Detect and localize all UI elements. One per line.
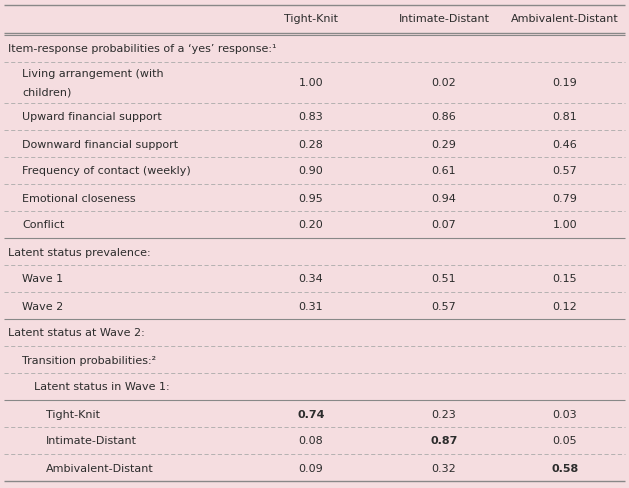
Text: 0.05: 0.05: [553, 436, 577, 446]
Text: 0.95: 0.95: [299, 193, 323, 203]
Text: 0.32: 0.32: [431, 463, 457, 472]
Text: Emotional closeness: Emotional closeness: [22, 193, 136, 203]
Text: Ambivalent-Distant: Ambivalent-Distant: [46, 463, 153, 472]
Text: Tight-Knit: Tight-Knit: [284, 15, 338, 24]
Text: 0.61: 0.61: [431, 166, 456, 176]
Text: 0.03: 0.03: [553, 408, 577, 419]
Text: Conflict: Conflict: [22, 220, 64, 230]
Text: Wave 2: Wave 2: [22, 301, 64, 311]
Text: 0.07: 0.07: [431, 220, 457, 230]
Text: Transition probabilities:²: Transition probabilities:²: [22, 355, 156, 365]
Text: 0.81: 0.81: [553, 112, 577, 122]
Text: Latent status prevalence:: Latent status prevalence:: [8, 247, 150, 257]
Text: 0.09: 0.09: [299, 463, 323, 472]
Text: 0.51: 0.51: [431, 274, 456, 284]
Text: 0.74: 0.74: [298, 408, 325, 419]
Text: Wave 1: Wave 1: [22, 274, 63, 284]
Text: 0.02: 0.02: [431, 79, 457, 88]
Text: 0.46: 0.46: [553, 139, 577, 149]
Text: 0.29: 0.29: [431, 139, 457, 149]
Text: Tight-Knit: Tight-Knit: [46, 408, 100, 419]
Text: 0.58: 0.58: [552, 463, 579, 472]
Text: Frequency of contact (weekly): Frequency of contact (weekly): [22, 166, 191, 176]
Text: 0.31: 0.31: [299, 301, 323, 311]
Text: 0.87: 0.87: [430, 436, 458, 446]
Text: Downward financial support: Downward financial support: [22, 139, 178, 149]
Text: Intimate-Distant: Intimate-Distant: [399, 15, 489, 24]
Text: Ambivalent-Distant: Ambivalent-Distant: [511, 15, 619, 24]
Text: 0.83: 0.83: [299, 112, 323, 122]
Text: 0.34: 0.34: [299, 274, 323, 284]
Text: Latent status in Wave 1:: Latent status in Wave 1:: [34, 382, 170, 392]
Text: 0.28: 0.28: [299, 139, 323, 149]
Text: Upward financial support: Upward financial support: [22, 112, 162, 122]
Text: 0.86: 0.86: [431, 112, 457, 122]
Text: Item-response probabilities of a ‘yes’ response:¹: Item-response probabilities of a ‘yes’ r…: [8, 44, 277, 54]
Text: Latent status at Wave 2:: Latent status at Wave 2:: [8, 328, 145, 338]
Text: 0.12: 0.12: [553, 301, 577, 311]
Text: 0.79: 0.79: [552, 193, 577, 203]
Text: 0.23: 0.23: [431, 408, 457, 419]
Text: children): children): [22, 87, 71, 97]
Text: 0.94: 0.94: [431, 193, 457, 203]
Text: 0.19: 0.19: [553, 79, 577, 88]
Text: Intimate-Distant: Intimate-Distant: [46, 436, 137, 446]
Text: 1.00: 1.00: [299, 79, 323, 88]
Text: 0.20: 0.20: [299, 220, 323, 230]
Text: 0.15: 0.15: [553, 274, 577, 284]
Text: 1.00: 1.00: [553, 220, 577, 230]
Text: 0.08: 0.08: [299, 436, 323, 446]
Text: 0.57: 0.57: [431, 301, 457, 311]
Text: Living arrangement (with: Living arrangement (with: [22, 69, 164, 80]
Text: 0.57: 0.57: [553, 166, 577, 176]
Text: 0.90: 0.90: [299, 166, 323, 176]
